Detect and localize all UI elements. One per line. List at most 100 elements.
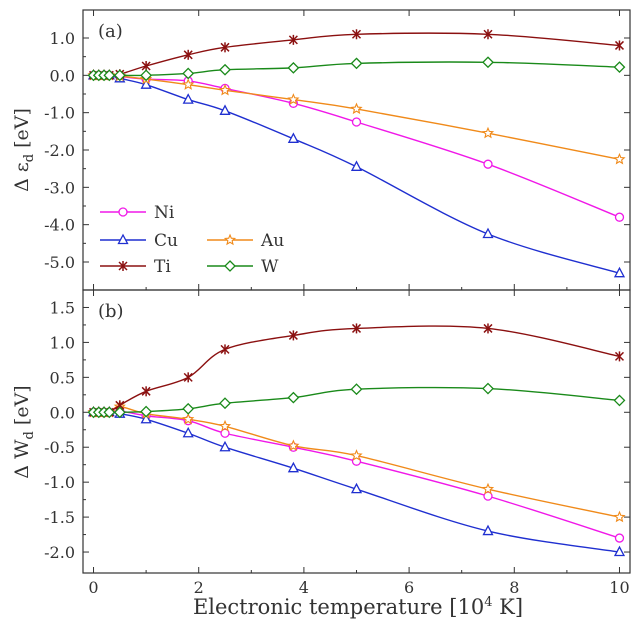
panel-label: (a) [98, 21, 123, 42]
y-axis-label: Δ εd [eV] [11, 108, 37, 192]
series-ti-point [141, 386, 151, 397]
series-ti-point [288, 330, 298, 341]
y-tick-label: 1.0 [50, 29, 75, 48]
legend-label: Au [260, 231, 284, 251]
panel-b: 1.5 1.0 0.5 0.0 -0.5 -1.0 -1.5 -2.0 (b) Δ Wd [eV] [11, 289, 631, 574]
series-au-point [350, 449, 363, 461]
series-ni-point [614, 212, 625, 222]
series-ti-point [183, 49, 193, 60]
series-w-point [482, 382, 494, 395]
legend: Ni Cu Au Ti W [100, 203, 284, 277]
legend-cu-point [117, 233, 129, 245]
legend-label: W [261, 257, 279, 277]
series-w-point [219, 63, 231, 76]
legend-au-point [223, 233, 237, 246]
series-au-point [613, 152, 626, 165]
shared-x-axis: 0 2 4 6 8 10 [88, 10, 630, 597]
y-tick-label: -5.0 [44, 253, 75, 272]
y-tick-label: -2.0 [44, 543, 75, 562]
series-au-point [481, 482, 495, 495]
legend-item-ti: Ti [100, 257, 171, 277]
series-ti [88, 29, 625, 81]
series-cu-point [613, 266, 626, 278]
series-w-point [113, 406, 126, 419]
series-w-point [287, 61, 300, 74]
series-ti [88, 323, 625, 418]
series-ni-point [614, 533, 625, 543]
series-w-point [219, 397, 231, 410]
series-ti-point [288, 34, 298, 45]
x-tick-label: 6 [404, 578, 414, 597]
series-cu-point [219, 440, 231, 452]
series-au-point [481, 126, 495, 139]
series-line-cu [93, 411, 620, 553]
series-ni-point [351, 117, 362, 127]
x-tick-label: 8 [509, 578, 519, 597]
series-ni-point [483, 491, 493, 501]
x-tick-label: 4 [299, 578, 309, 597]
y-tick-label: 0.0 [50, 403, 75, 422]
legend-item-ni: Ni [100, 203, 175, 223]
series-w [87, 382, 626, 419]
series-w-point [113, 69, 126, 82]
panel-a: 1.0 0.0 -1.0 -2.0 -3.0 -4.0 -5.0 (a) Δ εd [eV] Ni… [11, 9, 631, 291]
series-ti-point [483, 323, 493, 334]
series-cu-point [182, 93, 194, 104]
y-tick-label: -1.5 [44, 508, 75, 527]
series-au-point [350, 102, 363, 115]
series-ni-point [483, 159, 493, 169]
legend-label: Cu [154, 231, 178, 251]
series-au-point [218, 83, 232, 96]
series-line-ti [93, 325, 620, 414]
y-tick-label: 0.5 [50, 368, 75, 387]
series-ni-point [220, 428, 230, 438]
series-ti-point [220, 344, 230, 355]
series-au [87, 68, 626, 165]
series-ti-point [614, 40, 625, 51]
series-au-point [218, 419, 232, 432]
series-ti-point [483, 29, 493, 40]
y-tick-label: 0.0 [50, 66, 75, 85]
y-tick-label: 1.5 [50, 298, 75, 317]
y-tick-label: -3.0 [44, 178, 75, 197]
y-tick-label: -4.0 [44, 216, 75, 235]
series-cu [87, 405, 626, 557]
series-ti-point [614, 351, 625, 362]
series-au-point [182, 412, 195, 425]
x-tick-label: 2 [194, 578, 204, 597]
legend-ti-point [118, 261, 128, 271]
series-w-point [613, 61, 626, 74]
series-line-ni [93, 410, 620, 539]
x-tick-label: 10 [609, 578, 629, 597]
legend-item-cu: Cu [100, 231, 178, 251]
series-cu-point [482, 227, 494, 239]
series-au-point [613, 510, 626, 523]
series-ti-point [351, 323, 362, 334]
series-w-point [182, 402, 195, 415]
panel-label: (b) [98, 301, 124, 322]
legend-label: Ni [154, 203, 175, 223]
y-axis-label: Δ Wd [eV] [11, 385, 37, 478]
series-cu-point [182, 426, 194, 438]
series-w-point [140, 69, 153, 82]
series-cu-point [287, 132, 299, 143]
series-w-point [103, 69, 116, 82]
series-w-point [287, 391, 300, 404]
series-cu-point [350, 160, 363, 171]
series-ti-point [351, 29, 362, 40]
series-cu-point [219, 104, 231, 115]
series-cu-point [350, 482, 363, 494]
series-cu-point [613, 545, 626, 557]
series-cu-point [482, 524, 494, 536]
series-w [87, 56, 626, 82]
y-tick-label: -2.0 [44, 141, 75, 160]
series-line-au [93, 74, 620, 161]
y-tick-label: -1.0 [44, 473, 75, 492]
x-axis-label: Electronic temperature [104 K] [193, 595, 523, 619]
y-tick-label: 1.0 [50, 333, 75, 352]
y-tick-label: -0.5 [44, 438, 75, 457]
legend-item-au: Au [207, 231, 284, 251]
legend-ni-point [118, 207, 128, 217]
x-tick-label: 0 [88, 578, 98, 597]
